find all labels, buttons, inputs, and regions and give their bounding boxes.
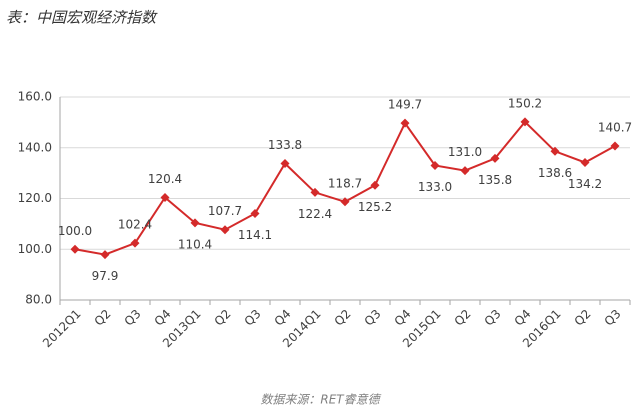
data-label: 118.7 bbox=[328, 176, 362, 190]
data-marker bbox=[400, 118, 410, 128]
x-tick-label: Q3 bbox=[242, 307, 264, 329]
data-marker bbox=[70, 244, 80, 254]
data-marker bbox=[250, 208, 260, 218]
x-tick-label: 2012Q1 bbox=[40, 307, 84, 351]
y-tick-label: 160.0 bbox=[18, 90, 52, 104]
x-tick-label: Q3 bbox=[362, 307, 384, 329]
y-tick-label: 100.0 bbox=[18, 242, 52, 256]
data-marker bbox=[430, 161, 440, 171]
data-label: 133.8 bbox=[268, 138, 302, 152]
x-tick-label: Q2 bbox=[332, 307, 354, 329]
data-label: 150.2 bbox=[508, 96, 542, 110]
data-label: 135.8 bbox=[478, 173, 512, 187]
data-marker bbox=[220, 225, 230, 235]
data-label: 102.4 bbox=[118, 218, 152, 232]
data-label: 131.0 bbox=[448, 145, 482, 159]
data-label: 110.4 bbox=[178, 237, 212, 251]
x-tick-label: Q3 bbox=[602, 307, 624, 329]
y-tick-label: 80.0 bbox=[25, 293, 52, 307]
x-tick-label: Q4 bbox=[152, 307, 174, 329]
data-label: 125.2 bbox=[358, 200, 392, 214]
data-marker bbox=[130, 238, 140, 248]
data-marker bbox=[580, 157, 590, 167]
x-tick-label: Q2 bbox=[212, 307, 234, 329]
data-label: 149.7 bbox=[388, 98, 422, 112]
x-tick-label: Q2 bbox=[572, 307, 594, 329]
data-marker bbox=[520, 117, 530, 127]
y-tick-label: 140.0 bbox=[18, 140, 52, 154]
x-tick-label: Q2 bbox=[452, 307, 474, 329]
data-label: 138.6 bbox=[538, 166, 572, 180]
data-label: 120.4 bbox=[148, 172, 182, 186]
source-note: 数据来源：RET睿意德 bbox=[260, 393, 381, 407]
data-marker bbox=[160, 192, 170, 202]
x-tick-label: Q4 bbox=[392, 307, 414, 329]
data-label: 114.1 bbox=[238, 228, 272, 242]
chart-title: 表：中国宏观经济指数 bbox=[6, 9, 158, 27]
x-tick-label: Q4 bbox=[272, 307, 294, 329]
data-marker bbox=[610, 141, 620, 151]
data-marker bbox=[190, 218, 200, 228]
x-tick-label: Q3 bbox=[482, 307, 504, 329]
data-label: 107.7 bbox=[208, 204, 242, 218]
data-marker bbox=[310, 187, 320, 197]
x-tick-label: Q2 bbox=[92, 307, 114, 329]
data-label: 122.4 bbox=[298, 207, 332, 221]
data-marker bbox=[340, 197, 350, 207]
data-marker bbox=[550, 146, 560, 156]
data-label: 140.7 bbox=[598, 120, 632, 134]
data-marker bbox=[490, 153, 500, 163]
data-marker bbox=[370, 180, 380, 190]
x-tick-label: Q4 bbox=[512, 307, 534, 329]
data-label: 134.2 bbox=[568, 177, 602, 191]
data-marker bbox=[460, 166, 470, 176]
x-tick-label: Q3 bbox=[122, 307, 144, 329]
data-marker bbox=[100, 250, 110, 260]
data-label: 97.9 bbox=[92, 269, 119, 283]
data-marker bbox=[280, 158, 290, 168]
data-label: 133.0 bbox=[418, 180, 452, 194]
data-label: 100.0 bbox=[58, 224, 92, 238]
y-tick-label: 120.0 bbox=[18, 191, 52, 205]
